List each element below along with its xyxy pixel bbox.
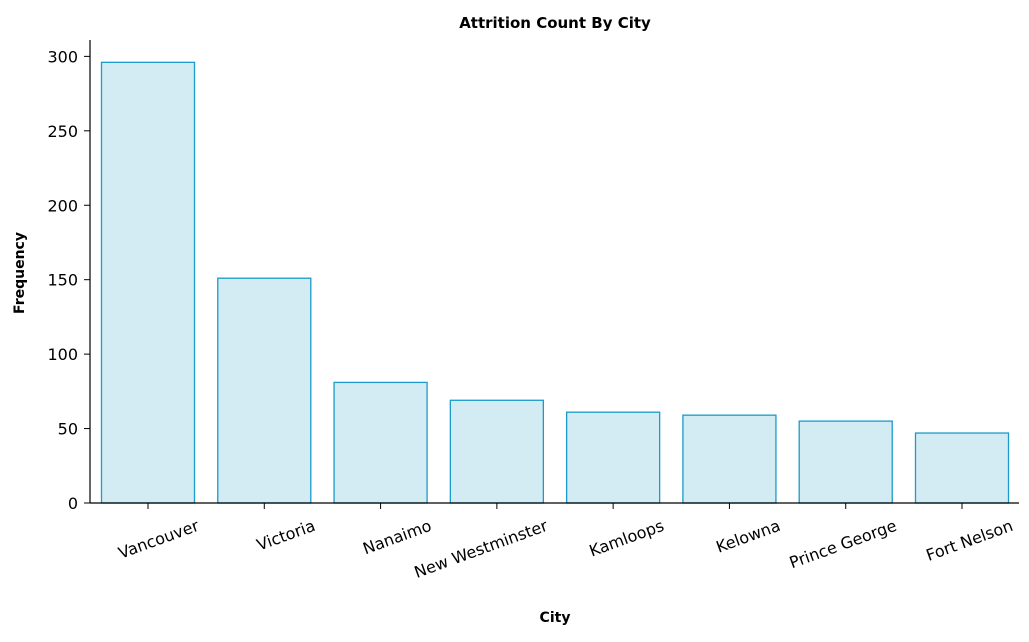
- y-tick-label: 200: [47, 196, 78, 215]
- y-tick-label: 50: [58, 420, 78, 439]
- x-axis-label: City: [540, 610, 571, 626]
- x-tick-label: Vancouver: [116, 516, 202, 563]
- x-tick-label: Victoria: [254, 516, 318, 555]
- y-tick-label: 150: [47, 271, 78, 290]
- bar-kamloops: [565, 411, 661, 504]
- bars-group: [100, 61, 1010, 504]
- y-axis-label: Frequency: [12, 232, 28, 314]
- x-tick-label: Fort Nelson: [923, 516, 1015, 565]
- x-tick-label: New Westminster: [412, 516, 551, 582]
- bar-victoria: [217, 277, 312, 504]
- bar-fort-nelson: [914, 432, 1010, 504]
- y-tick-label: 100: [47, 345, 78, 364]
- x-tick-label: Kelowna: [714, 516, 783, 557]
- x-tick-label: Prince George: [787, 516, 899, 572]
- x-tick-label: Kamloops: [587, 516, 667, 561]
- bar-kelowna: [682, 414, 777, 504]
- chart-title: Attrition Count By City: [459, 14, 651, 32]
- bar-nanaimo: [333, 381, 428, 504]
- bar-new-westminster: [449, 399, 545, 504]
- bar-prince-george: [798, 420, 893, 504]
- bar-vancouver: [100, 61, 196, 504]
- y-axis: 0 50 100 150 200 250 300: [47, 40, 91, 513]
- x-tick-label: Nanaimo: [360, 516, 434, 558]
- y-tick-label: 0: [68, 494, 78, 513]
- y-tick-label: 250: [47, 122, 78, 141]
- y-tick-label: 300: [47, 47, 78, 66]
